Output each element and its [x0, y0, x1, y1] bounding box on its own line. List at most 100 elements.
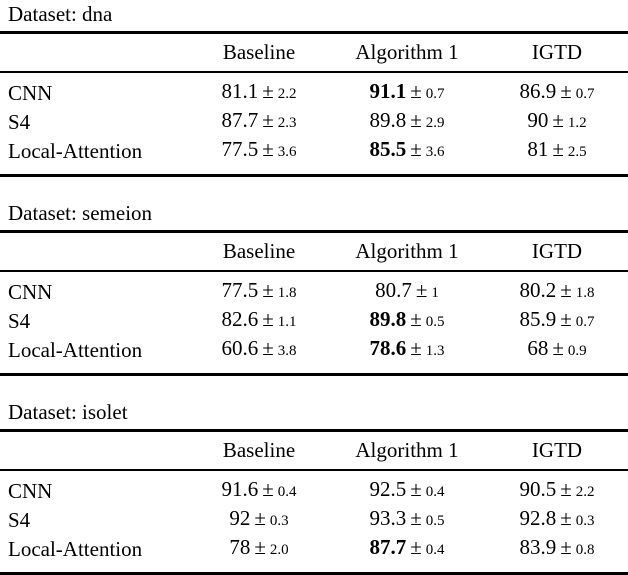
mean-value: 91.6 [221, 477, 259, 501]
std-value: 0.5 [425, 314, 445, 330]
result-cell: 91.1 ±0.7 [328, 72, 486, 107]
result-cell: 92.5 ±0.4 [328, 470, 486, 505]
table-row: CNN 81.1 ±2.2 91.1 ±0.7 86.9 ±0.7 [0, 72, 628, 107]
table-row: Local-Attention 78 ±2.0 87.7 ±0.4 83.9 ±0.8 [0, 534, 628, 574]
result-cell: 91.6 ±0.4 [190, 470, 328, 505]
mean-value: 68 [527, 336, 549, 360]
plus-minus-symbol: ± [262, 336, 274, 360]
table-row: Local-Attention 60.6 ±3.8 78.6 ±1.3 68 ±0.9 [0, 335, 628, 375]
plus-minus-symbol: ± [262, 278, 274, 302]
result-cell: 81.1 ±2.2 [190, 72, 328, 107]
mean-value: 78.6 [369, 336, 407, 360]
model-label: Local-Attention [8, 536, 143, 561]
table-row: Local-Attention 77.5 ±3.6 85.5 ±3.6 81 ±2.5 [0, 136, 628, 176]
std-value: 0.7 [425, 86, 445, 102]
result-cell: 92 ±0.3 [190, 505, 328, 534]
result-cell: 68 ±0.9 [486, 335, 628, 375]
plus-minus-symbol: ± [254, 535, 266, 559]
table-body: CNN 81.1 ±2.2 91.1 ±0.7 86.9 ±0.7 S4 87.7 ±2.3 89.… [0, 72, 628, 176]
std-value: 1.2 [567, 115, 587, 131]
plus-minus-symbol: ± [262, 307, 274, 331]
mean-value: 85.9 [519, 307, 557, 331]
result-cell: 93.3 ±0.5 [328, 505, 486, 534]
result-cell: 85.9 ±0.7 [486, 306, 628, 335]
plus-minus-symbol: ± [552, 336, 564, 360]
result-cell: 81 ±2.5 [486, 136, 628, 176]
mean-value: 92 [229, 506, 251, 530]
result-cell: 80.7 ±1 [328, 271, 486, 306]
plus-minus-symbol: ± [410, 535, 422, 559]
std-value: 0.3 [575, 513, 595, 529]
model-label: Local-Attention [8, 138, 143, 163]
result-cell: 82.6 ±1.1 [190, 306, 328, 335]
table-body: CNN 91.6 ±0.4 92.5 ±0.4 90.5 ±2.2 S4 92 ±0.3 93.3 ±… [0, 470, 628, 574]
result-cell: 60.6 ±3.8 [190, 335, 328, 375]
std-value: 0.4 [425, 542, 445, 558]
mean-value: 87.7 [221, 108, 259, 132]
plus-minus-symbol: ± [410, 108, 422, 132]
std-value: 2.2 [575, 484, 595, 500]
header-igtd: IGTD [486, 32, 628, 73]
mean-value: 90 [527, 108, 549, 132]
std-value: 3.6 [425, 144, 445, 160]
header-baseline: Baseline [190, 430, 328, 471]
result-cell: 83.9 ±0.8 [486, 534, 628, 574]
result-cell: 92.8 ±0.3 [486, 505, 628, 534]
mean-value: 92.8 [519, 506, 557, 530]
plus-minus-symbol: ± [560, 307, 572, 331]
plus-minus-symbol: ± [560, 477, 572, 501]
table-row: CNN 77.5 ±1.8 80.7 ±1 80.2 ±1.8 [0, 271, 628, 306]
std-value: 3.8 [277, 343, 297, 359]
std-value: 0.4 [277, 484, 297, 500]
mean-value: 78 [229, 535, 251, 559]
plus-minus-symbol: ± [262, 79, 274, 103]
header-igtd: IGTD [486, 231, 628, 272]
std-value: 3.6 [277, 144, 297, 160]
table-header: Baseline Algorithm 1 IGTD [0, 32, 628, 73]
mean-value: 89.8 [369, 307, 407, 331]
plus-minus-symbol: ± [262, 108, 274, 132]
header-empty-cell [0, 32, 190, 73]
std-value: 2.9 [425, 115, 445, 131]
dataset-title: Dataset: isolet [8, 400, 128, 424]
header-baseline: Baseline [190, 32, 328, 73]
dataset-section-dna: Dataset: dna Baseline Algorithm 1 IGTD C… [0, 0, 628, 177]
results-table: Baseline Algorithm 1 IGTD CNN 77.5 ±1.8 80.… [0, 230, 628, 376]
results-table: Baseline Algorithm 1 IGTD CNN 91.6 ±0.4 92.… [0, 429, 628, 575]
table-body: CNN 77.5 ±1.8 80.7 ±1 80.2 ±1.8 S4 82.6 ±1.1 89.8 ±… [0, 271, 628, 375]
plus-minus-symbol: ± [410, 477, 422, 501]
table-row: S4 82.6 ±1.1 89.8 ±0.5 85.9 ±0.7 [0, 306, 628, 335]
model-label: S4 [8, 109, 31, 134]
mean-value: 82.6 [221, 307, 259, 331]
std-value: 0.7 [575, 86, 595, 102]
mean-value: 90.5 [519, 477, 557, 501]
result-cell: 87.7 ±0.4 [328, 534, 486, 574]
mean-value: 83.9 [519, 535, 557, 559]
dataset-section-isolet: Dataset: isolet Baseline Algorithm 1 IGT… [0, 398, 628, 575]
result-cell: 90 ±1.2 [486, 107, 628, 136]
std-value: 2.5 [567, 144, 587, 160]
model-label: S4 [8, 308, 31, 333]
plus-minus-symbol: ± [560, 79, 572, 103]
table-row: S4 87.7 ±2.3 89.8 ±2.9 90 ±1.2 [0, 107, 628, 136]
result-cell: 89.8 ±2.9 [328, 107, 486, 136]
mean-value: 80.7 [375, 278, 412, 302]
dataset-section-semeion: Dataset: semeion Baseline Algorithm 1 IG… [0, 199, 628, 376]
mean-value: 87.7 [369, 535, 407, 559]
plus-minus-symbol: ± [262, 477, 274, 501]
plus-minus-symbol: ± [262, 137, 274, 161]
mean-value: 60.6 [221, 336, 259, 360]
model-label: S4 [8, 507, 31, 532]
std-value: 2.0 [269, 542, 289, 558]
std-value: 0.7 [575, 314, 595, 330]
header-algorithm-1: Algorithm 1 [328, 231, 486, 272]
table-header: Baseline Algorithm 1 IGTD [0, 231, 628, 272]
plus-minus-symbol: ± [552, 137, 564, 161]
plus-minus-symbol: ± [410, 307, 422, 331]
plus-minus-symbol: ± [410, 336, 422, 360]
result-cell: 77.5 ±3.6 [190, 136, 328, 176]
plus-minus-symbol: ± [254, 506, 266, 530]
mean-value: 81.1 [221, 79, 259, 103]
header-empty-cell [0, 231, 190, 272]
